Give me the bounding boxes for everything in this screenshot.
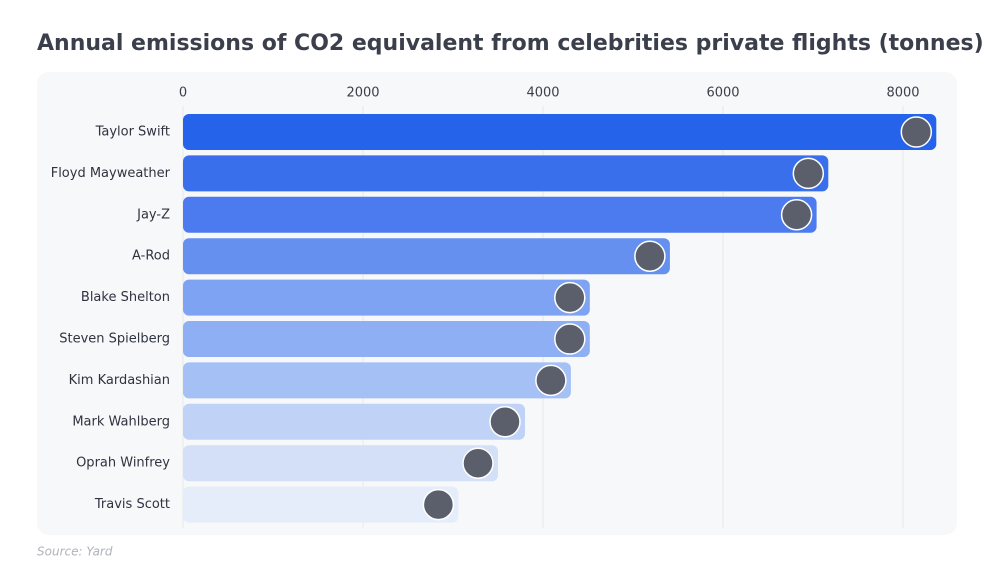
bar: [183, 114, 937, 150]
avatar: [792, 157, 825, 190]
avatar: [900, 116, 933, 148]
avatar: [535, 364, 567, 397]
x-tick-label: 2000: [346, 86, 379, 101]
y-tick-label: A-Rod: [132, 249, 170, 264]
bar: [183, 279, 590, 316]
y-tick-label: Blake Shelton: [81, 290, 170, 305]
bar: [183, 362, 571, 399]
y-tick-label: Mark Wahlberg: [72, 414, 170, 429]
avatar: [634, 240, 666, 272]
x-tick-label: 6000: [706, 86, 739, 101]
x-tick-label: 4000: [526, 86, 559, 101]
avatar: [780, 199, 813, 231]
avatar: [554, 323, 586, 355]
y-tick-label: Floyd Mayweather: [51, 166, 171, 181]
avatar: [554, 281, 586, 314]
bar: [183, 155, 829, 192]
x-tick-label: 8000: [886, 86, 919, 101]
y-tick-label: Taylor Swift: [95, 125, 170, 140]
bar: [183, 403, 525, 440]
avatar: [462, 447, 494, 479]
y-tick-label: Travis Scott: [94, 497, 170, 512]
x-tick-label: 0: [179, 86, 187, 101]
bar: [183, 321, 590, 357]
bar: [183, 445, 498, 482]
y-tick-label: Kim Kardashian: [69, 373, 170, 388]
avatar: [489, 406, 521, 438]
y-tick-label: Jay-Z: [136, 207, 170, 222]
bar: [183, 196, 817, 233]
chart-title: Annual emissions of CO2 equivalent from …: [37, 31, 984, 56]
source-note: Source: Yard: [37, 545, 113, 559]
bar: [183, 486, 459, 523]
avatar: [422, 488, 455, 521]
bar: [183, 238, 670, 275]
y-tick-label: Steven Spielberg: [59, 332, 170, 347]
y-tick-label: Oprah Winfrey: [76, 456, 170, 471]
